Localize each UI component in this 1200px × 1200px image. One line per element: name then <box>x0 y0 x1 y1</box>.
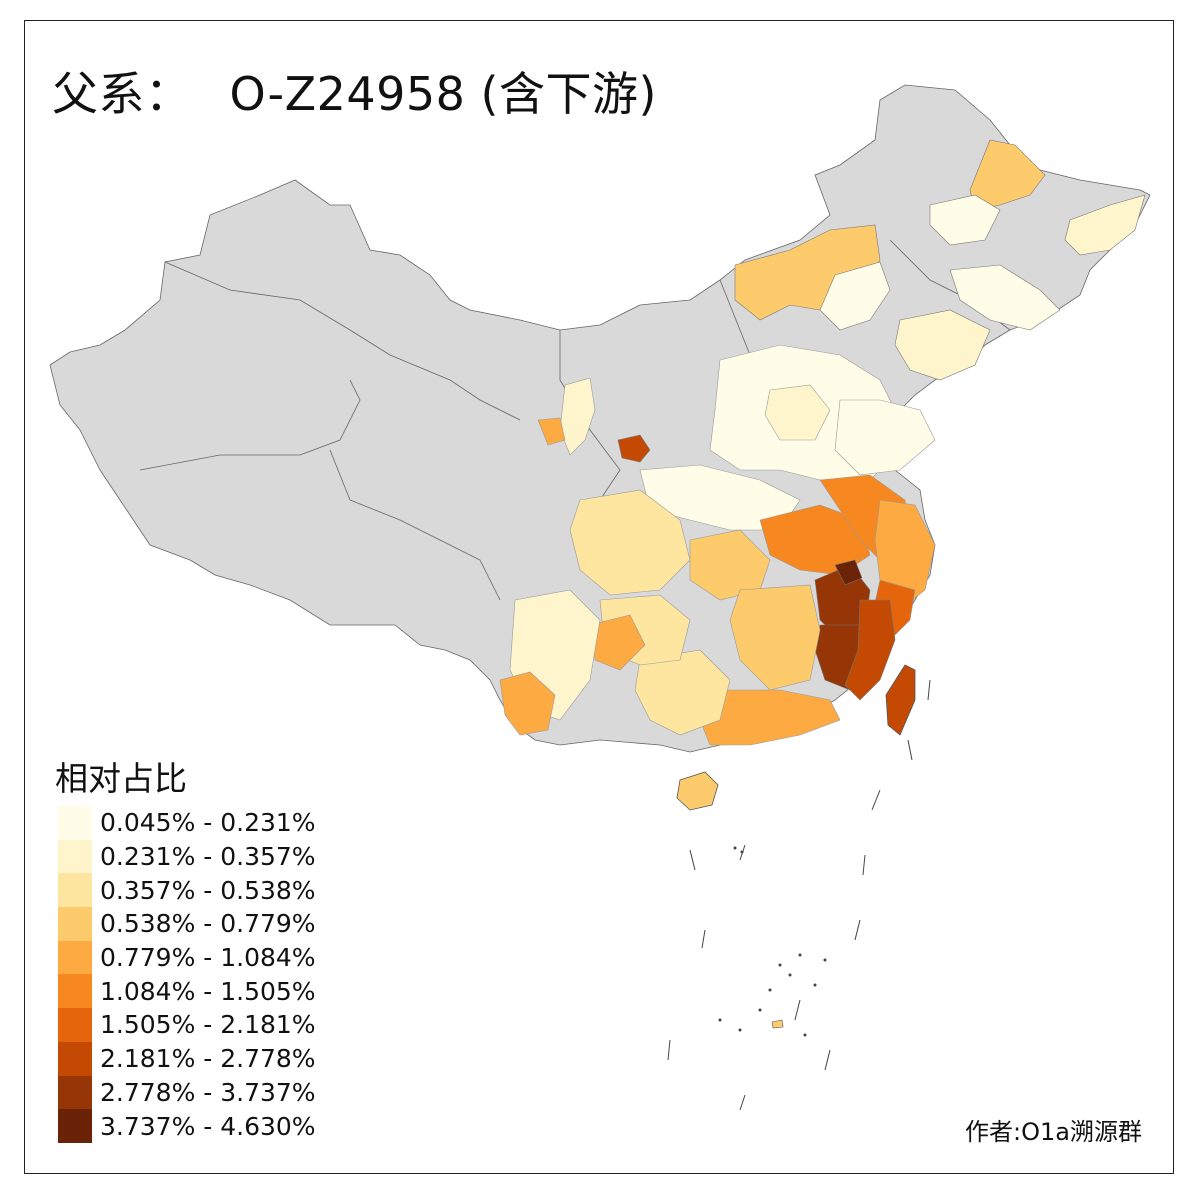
islands <box>667 679 931 1111</box>
legend-item: 1.505% - 2.181% <box>58 1008 316 1042</box>
legend-swatch <box>58 806 92 840</box>
legend-item: 0.779% - 1.084% <box>58 940 316 975</box>
legend-swatch <box>58 873 92 908</box>
region-north-china-b <box>764 384 831 441</box>
legend-swatch <box>58 1041 92 1076</box>
legend-swatch <box>58 1008 92 1042</box>
region-heilongjiang-east <box>1064 194 1146 256</box>
legend-item: 2.181% - 2.778% <box>58 1041 316 1076</box>
region-jiangxi-peak <box>834 559 863 586</box>
legend-swatch <box>58 974 92 1009</box>
legend-item: 2.778% - 3.737% <box>58 1075 316 1110</box>
title-prefix: 父系： <box>52 67 192 121</box>
legend-item: 1.084% - 1.505% <box>58 974 316 1009</box>
region-hunan <box>729 584 821 691</box>
legend-swatch <box>58 907 92 941</box>
region-guangdong <box>699 689 841 746</box>
region-heilongjiang-a <box>929 194 1001 246</box>
legend-swatch <box>58 1109 92 1143</box>
legend-label: 3.737% - 4.630% <box>100 1111 316 1141</box>
region-shandong <box>834 399 936 476</box>
legend-title: 相对占比 <box>55 759 187 798</box>
legend-label: 0.231% - 0.357% <box>100 842 316 872</box>
author-credit: 作者:O1a溯源群 <box>965 1118 1142 1146</box>
legend-item: 0.538% - 0.779% <box>58 907 316 941</box>
region-jilin <box>949 264 1061 331</box>
region-gansu-orange <box>537 417 566 446</box>
legend-label: 0.357% - 0.538% <box>100 875 316 905</box>
island-dots <box>718 846 827 1037</box>
map-title: 父系： O-Z24958 (含下游) <box>52 58 657 124</box>
legend-item: 0.357% - 0.538% <box>58 873 316 908</box>
legend-item: 3.737% - 4.630% <box>58 1109 316 1143</box>
title-haplogroup: O-Z24958 (含下游) <box>229 67 657 121</box>
region-inner-mongolia-central <box>819 261 891 331</box>
legend-swatch <box>58 1075 92 1110</box>
legend-label: 0.779% - 1.084% <box>100 943 316 973</box>
region-guangxi <box>634 649 731 736</box>
legend: 0.045% - 0.231% 0.231% - 0.357% 0.357% - 0… <box>58 806 316 1143</box>
legend-label: 1.505% - 2.181% <box>100 1010 316 1040</box>
region-yunnan-sw <box>499 671 556 736</box>
region-sichuan-east <box>569 489 691 596</box>
legend-item: 0.045% - 0.231% <box>58 806 316 840</box>
region-ningxia-dark <box>617 434 651 463</box>
legend-label: 2.778% - 3.737% <box>100 1077 316 1107</box>
legend-swatch <box>58 839 92 874</box>
region-taiwan <box>885 664 916 736</box>
region-liaoning <box>894 309 991 381</box>
legend-swatch <box>58 940 92 975</box>
legend-label: 1.084% - 1.505% <box>100 976 316 1006</box>
legend-label: 0.538% - 0.779% <box>100 909 316 939</box>
region-fujian <box>844 599 896 701</box>
region-hainan <box>676 771 719 811</box>
legend-label: 0.045% - 0.231% <box>100 808 316 838</box>
region-nansha-island <box>771 1019 784 1029</box>
legend-item: 0.231% - 0.357% <box>58 839 316 874</box>
legend-label: 2.181% - 2.778% <box>100 1044 316 1074</box>
